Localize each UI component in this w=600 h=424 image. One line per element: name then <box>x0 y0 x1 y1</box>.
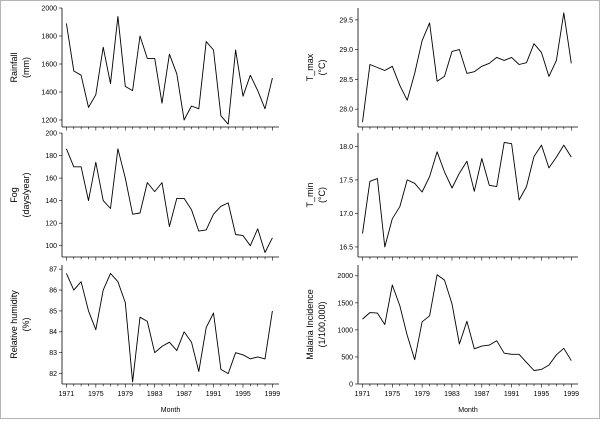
y-tick-label: 29.0 <box>339 47 353 54</box>
x-tick-label: 1979 <box>414 391 430 398</box>
y-tick-label: 17.0 <box>339 211 353 218</box>
chart-panel-3: 100 120 140 160 180 200 Fog (days/year) <box>9 130 279 261</box>
x-tick-label: 1983 <box>147 391 163 398</box>
x-tick-label: 1987 <box>474 391 490 398</box>
y-tick-label: 18.0 <box>339 144 353 151</box>
series-line <box>65 148 273 253</box>
y-tick-label: 2000 <box>41 5 57 12</box>
y-tick-label: 200 <box>45 130 57 137</box>
y-tick-label: 29.5 <box>339 17 353 24</box>
chart-panel-1: 1200 1400 1600 1800 2000 Rainfall (mm) <box>9 5 279 131</box>
y-tick-label: 17.5 <box>339 177 353 184</box>
y-tick-label: 500 <box>341 354 353 361</box>
y-tick-label: 28.0 <box>339 107 353 114</box>
y-tick-label: 2000 <box>337 273 353 280</box>
x-axis-label: Month <box>458 407 478 414</box>
y-axis-unit: (%) <box>21 318 31 332</box>
y-tick-label: 140 <box>45 198 57 205</box>
chart-panel-4: 16.5 17.0 17.5 18.0 T_min (°C) <box>305 133 578 261</box>
y-tick-label: 82 <box>49 371 57 378</box>
y-axis-unit: (mm) <box>21 57 31 78</box>
series-line <box>362 12 572 123</box>
y-tick-label: 28.5 <box>339 77 353 84</box>
y-tick-label: 1400 <box>41 89 57 96</box>
y-tick-label: 84 <box>49 329 57 336</box>
series-line <box>362 274 572 371</box>
series-line <box>65 272 273 383</box>
y-axis-unit: (days/year) <box>21 172 31 217</box>
y-tick-label: 1000 <box>337 327 353 334</box>
y-tick-label: 1500 <box>337 300 353 307</box>
x-tick-label: 1995 <box>235 391 251 398</box>
x-tick-label: 1971 <box>59 391 75 398</box>
y-tick-label: 1800 <box>41 33 57 40</box>
x-tick-label: 1975 <box>88 391 104 398</box>
y-tick-label: 100 <box>45 243 57 250</box>
y-axis-label: Rainfall <box>9 52 19 82</box>
chart-panel-5: 82 83 84 85 86 87 1971 1975 1979 1983 1987 1991 1995… <box>9 265 280 414</box>
chart-panel-2: 28.0 28.5 29.0 29.5 T_max (°C) <box>305 8 578 131</box>
y-tick-label: 86 <box>49 287 57 294</box>
y-tick-label: 16.5 <box>339 244 353 251</box>
y-axis-unit: (°C) <box>317 59 327 75</box>
chart-panel-6: 0 500 1000 1500 2000 1971 1975 1979 1983 1987 1991… <box>305 265 579 414</box>
y-tick-label: 120 <box>45 221 57 228</box>
x-tick-label: 1983 <box>444 391 460 398</box>
x-tick-label: 1991 <box>504 391 520 398</box>
x-tick-label: 1979 <box>117 391 133 398</box>
y-axis-label: Malaria Incidence <box>305 289 315 360</box>
y-tick-label: 83 <box>49 350 57 357</box>
y-axis-unit: (1/100,000) <box>317 301 327 347</box>
y-tick-label: 0 <box>349 381 353 388</box>
y-axis-label: Relative humidity <box>9 290 19 359</box>
x-axis-label: Month <box>161 407 181 414</box>
series-line <box>65 15 273 125</box>
y-tick-label: 85 <box>49 308 57 315</box>
x-tick-label: 1999 <box>265 391 281 398</box>
x-tick-label: 1987 <box>176 391 192 398</box>
y-axis-label: T_max <box>305 53 315 81</box>
y-tick-label: 1600 <box>41 61 57 68</box>
series-line <box>362 141 572 248</box>
x-tick-label: 1995 <box>534 391 550 398</box>
y-axis-label: T_min <box>305 182 315 207</box>
y-tick-label: 1200 <box>41 117 57 124</box>
y-axis-unit: (°C) <box>317 187 327 203</box>
y-axis-label: Fog <box>9 187 19 203</box>
x-tick-label: 1971 <box>355 391 371 398</box>
x-tick-label: 1991 <box>206 391 222 398</box>
y-tick-label: 160 <box>45 175 57 182</box>
y-tick-label: 180 <box>45 153 57 160</box>
x-tick-label: 1999 <box>563 391 579 398</box>
x-tick-label: 1975 <box>385 391 401 398</box>
y-tick-label: 87 <box>49 267 57 274</box>
